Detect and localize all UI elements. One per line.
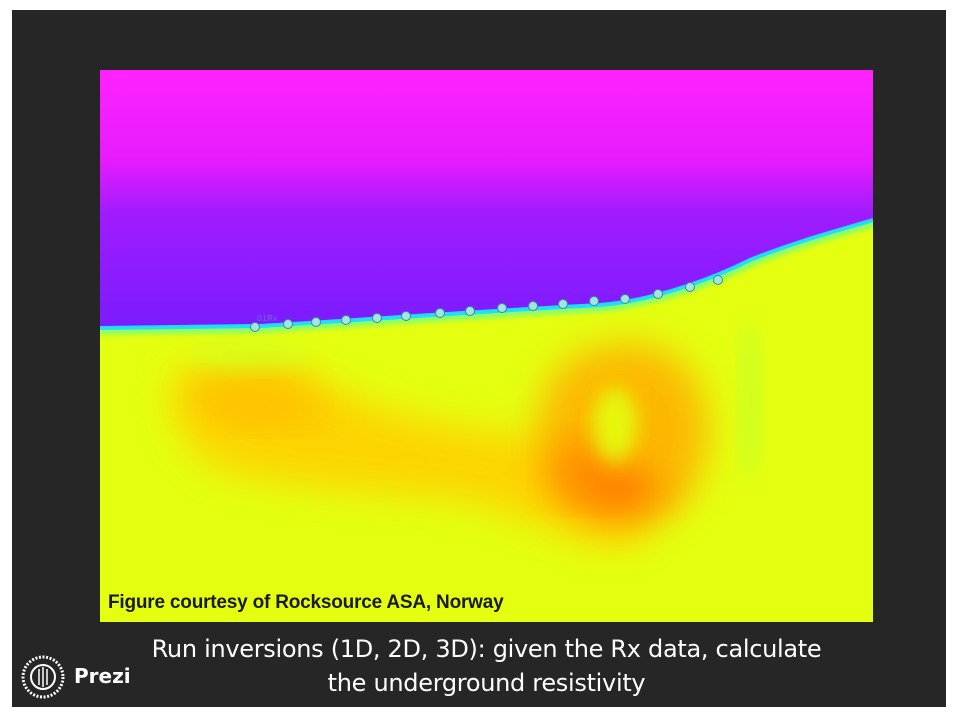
receiver-marker (497, 303, 507, 313)
receiver-marker (653, 289, 663, 299)
receiver-label: 01Rx (257, 314, 278, 323)
receiver-marker (435, 308, 445, 318)
receiver-marker (465, 306, 475, 316)
receiver-marker (528, 301, 538, 311)
prezi-brand-name: Prezi (74, 664, 131, 688)
receiver-marker (372, 313, 382, 323)
receiver-markers: 01Rx (250, 275, 723, 332)
resistivity-section-image: 01Rx (100, 70, 873, 622)
receiver-marker (341, 315, 351, 325)
receiver-marker (283, 319, 293, 329)
prezi-logo-icon (21, 655, 65, 699)
resistivity-figure: 01Rx Figure courtesy of Rocksource ASA, … (100, 70, 873, 622)
subtitle-line-1: Run inversions (1D, 2D, 3D): given the R… (151, 635, 822, 663)
receiver-marker (620, 294, 630, 304)
subtitle-line-2: the underground resistivity (327, 669, 646, 697)
receiver-marker (311, 317, 321, 327)
receiver-marker (685, 282, 695, 292)
receiver-marker (713, 275, 723, 285)
slide-subtitle: Run inversions (1D, 2D, 3D): given the R… (100, 632, 873, 700)
receiver-marker (558, 299, 568, 309)
receiver-marker (401, 311, 411, 321)
water-layer (100, 70, 873, 328)
resistivity-anomaly (172, 320, 760, 545)
receiver-marker (589, 296, 599, 306)
receiver-marker (250, 322, 260, 332)
figure-caption: Figure courtesy of Rocksource ASA, Norwa… (108, 592, 504, 613)
